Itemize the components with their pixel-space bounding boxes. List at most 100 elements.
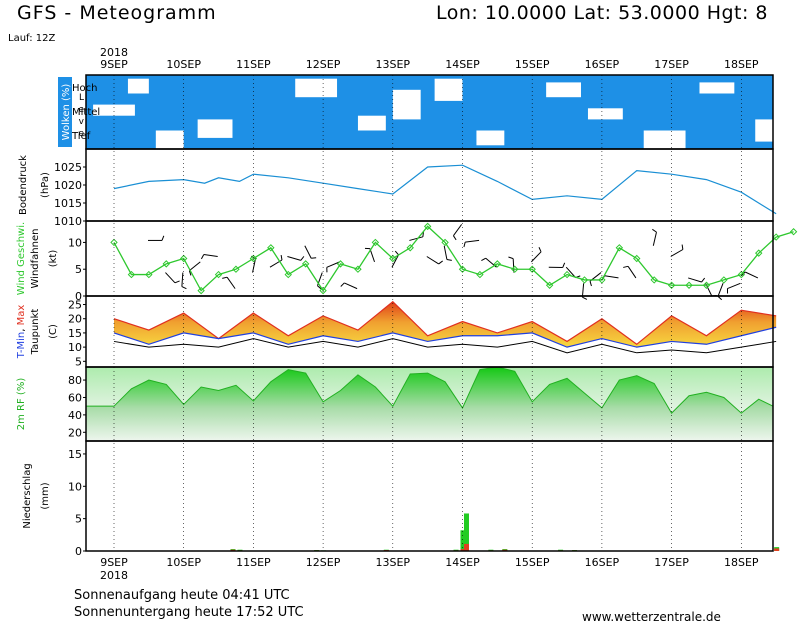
date-tick-top: 14SEP [445,58,480,71]
wind-barb [344,282,358,290]
wind-barb [744,271,759,279]
wind-point [511,265,519,273]
precip-bar-conv [463,543,469,551]
temp-tick-label: 20 [68,313,82,326]
wind-barb [287,256,301,261]
wind-barb-feather [538,247,542,252]
wind-barb-feather [623,265,629,268]
cloud-gap [357,115,386,131]
wind-barb [652,232,657,246]
cloud-level-title-char: l [81,0,84,3]
pressure-tick-label: 1010 [54,215,82,228]
wind-point [336,260,345,268]
wind-point [789,228,798,236]
temp-tick-label: 5 [75,355,82,368]
cloud-level-hoch: Hoch [72,83,97,94]
wind-point [162,260,170,268]
wind-barb [252,258,256,273]
date-tick-top: 11SEP [236,58,271,71]
wind-barb-feather [340,282,345,287]
date-tick-bottom: 17SEP [654,556,689,569]
wind-point [650,276,658,284]
tmin-line [113,326,777,348]
wind-point [458,265,467,273]
wind-point [423,222,432,231]
wind-point [580,276,589,284]
wind-barb [512,258,515,273]
wind-barb-feather [174,280,180,284]
wind-barb-feather [438,260,443,265]
wind-point [545,281,554,289]
date-tick-bottom: 9SEP [100,556,128,569]
wind-barb-feather [652,228,657,233]
wind-point [110,238,118,247]
pressure-line [113,164,777,215]
cloud-gap [755,119,773,142]
wind-point [179,254,188,263]
wind-barb [409,236,424,241]
wind-point [127,270,136,279]
wind-barb [688,277,702,283]
wind-point [633,254,641,263]
wind-point [232,265,240,273]
cloud-gap [434,78,463,101]
wind-barb [565,266,576,278]
wind-barb-feather [317,285,322,290]
temp-range-area [114,301,777,348]
wind-barb-feather [200,254,205,260]
wind-point [493,260,502,268]
wind-barb-feather [453,235,457,241]
wind-barb-feather [508,256,514,260]
wind-point [772,233,780,241]
date-tick-top: 15SEP [515,58,550,71]
wind-barb [181,272,184,287]
date-tick-top: 12SEP [306,58,341,71]
wind-barb [581,283,585,298]
wind-barb-feather [311,257,317,259]
precip-tick-label: 0 [75,545,82,558]
precip-tick-label: 15 [68,448,82,461]
location-info: Lon: 10.0000 Lat: 53.0000 Hgt: 8 [436,2,769,24]
cloud-level-title-char: e [78,105,84,115]
wind-barb-feather [463,242,466,248]
pressure-ylabel: Bodendruck [18,155,29,215]
rh-tick-label: 60 [68,391,82,404]
date-tick-bottom: 11SEP [236,556,271,569]
precip-bar-rain [460,530,466,551]
wind-barb [604,275,619,279]
cloud-gap [476,130,505,146]
wind-barb-feather [701,277,706,283]
wind-point [685,281,693,289]
wind-barb [465,239,480,243]
cloud-gap [295,78,338,98]
wind-barb-feather [280,254,283,261]
wind-barb [304,245,312,259]
temp-ylabel: T-Min, Max [16,305,27,360]
temp-ylabel-part: T-Min [16,332,27,360]
wind-barb [443,245,448,260]
sunrise-text: Sonnenaufgang heute 04:41 UTC [74,588,290,603]
precip-bar-conv [774,548,780,551]
wind-barb-feather [681,244,684,250]
precip-bar-conv [460,549,466,551]
cloud-gap [546,82,581,98]
cloud-gap [392,89,421,120]
pressure-tick-label: 1020 [54,179,82,192]
precip-tick-label: 5 [75,513,82,526]
wind-tick-label: 10 [68,236,82,249]
date-tick-top: 13SEP [376,58,411,71]
date-tick-bottom: 16SEP [585,556,620,569]
wind-unit: (kt) [48,250,59,268]
date-tick-top: 9SEP [100,58,128,71]
wind-point [615,244,624,252]
website-link[interactable]: www.wetterzentrale.de [582,610,721,624]
sunset-text: Sonnenuntergang heute 17:52 UTC [74,605,304,620]
precip-panel-border [85,440,774,552]
wind-point [371,238,380,247]
cloud-gap [643,130,686,149]
wind-barb [453,224,463,236]
wind-barb-feather [188,270,192,276]
cloud-gap [93,104,135,116]
date-tick-bottom: 13SEP [376,556,411,569]
